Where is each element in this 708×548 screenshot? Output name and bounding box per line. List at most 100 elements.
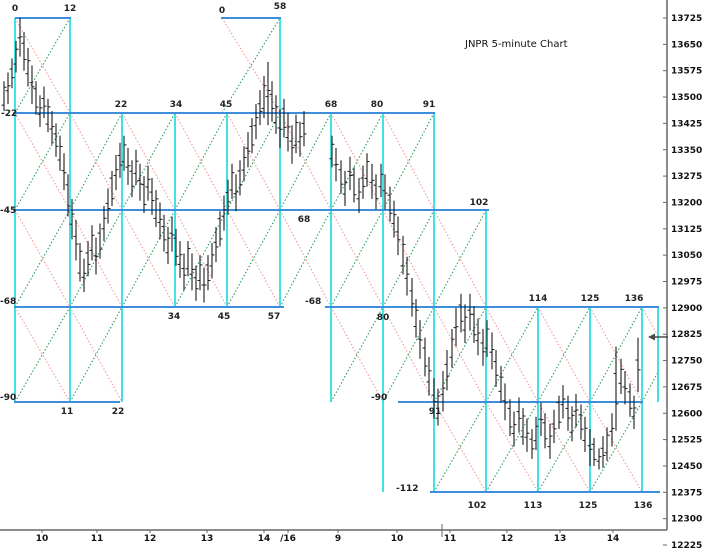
diagonal-down (14, 209, 71, 308)
price-tick-label: 12750 (671, 357, 702, 367)
diagonal-up (121, 112, 176, 211)
time-tick-label: 14 (607, 534, 620, 544)
price-tick-label: 13350 (671, 146, 702, 156)
gann-vertical-lines (14, 18, 659, 492)
diagonal-up (14, 306, 71, 403)
diagonal-down (433, 306, 487, 403)
diagonal-down (226, 209, 281, 308)
price-tick-label: 12450 (671, 462, 702, 472)
price-tick-label: 13275 (671, 172, 702, 182)
gann-count-label: 91 (429, 407, 442, 417)
diagonal-up (14, 17, 71, 114)
diagonal-down (221, 17, 281, 114)
price-tick-label: 13650 (671, 40, 702, 50)
diagonal-up (330, 209, 384, 308)
gann-count-label: -68 (305, 297, 321, 307)
gann-count-label: 0 (219, 6, 225, 16)
gann-horizontal-lines (13, 17, 660, 493)
gann-count-label: 58 (274, 2, 287, 12)
gann-count-label: 80 (377, 313, 390, 323)
price-tick-label: 12300 (671, 515, 702, 525)
gann-count-label: 102 (468, 501, 487, 511)
gann-count-label: -90 (371, 393, 387, 403)
diagonal-up (330, 112, 384, 211)
diagonal-up (221, 17, 281, 114)
price-tick-label: 12825 (671, 330, 702, 340)
gann-count-label: -68 (0, 297, 16, 307)
gann-count-label: 80 (371, 100, 384, 110)
gann-count-label: -45 (0, 206, 16, 216)
gann-count-label: -90 (0, 393, 16, 403)
gann-count-label: 125 (579, 501, 598, 511)
diagonal-down (382, 209, 435, 308)
time-tick-label: 10 (36, 534, 49, 544)
last-price-arrow-icon (648, 333, 668, 341)
gann-count-label: 22 (115, 100, 128, 110)
gann-count-label: 0 (12, 4, 18, 14)
diagonal-down (69, 209, 123, 308)
diagonal-up (226, 209, 281, 308)
gann-count-label: 113 (524, 501, 543, 511)
price-tick-label: 13050 (671, 251, 702, 261)
price-tick-label: 13425 (671, 119, 702, 129)
diagonal-up (14, 112, 71, 211)
diagonal-down (641, 306, 659, 337)
diagonal-up (226, 112, 281, 211)
ohlc-price-bars (1, 18, 641, 470)
time-tick-label: 11 (91, 534, 104, 544)
price-tick-label: 12525 (671, 436, 702, 446)
gann-count-labels: 0 12 0 58 -22 22 34 45 68 80 91 -45 68 102 -68 34 45 57 -6… (0, 2, 652, 511)
diagonal-up (641, 371, 659, 403)
gann-count-label: 11 (61, 407, 74, 417)
time-tick-label: 9 (335, 534, 341, 544)
gann-count-label: 22 (112, 407, 125, 417)
gann-count-label: 91 (423, 100, 436, 110)
diagonal-down (121, 112, 176, 211)
price-tick-label: 13200 (671, 198, 702, 208)
diagonal-up (69, 112, 123, 211)
time-tick-label: 14 (258, 534, 271, 544)
diagonal-up (485, 306, 539, 403)
diagonal-down (330, 306, 384, 403)
diagonal-down (589, 306, 643, 403)
gann-count-label: 136 (634, 501, 653, 511)
diagonal-up (14, 209, 71, 308)
diagonal-down (69, 112, 123, 211)
diagonal-up (537, 306, 591, 403)
diagonal-down (174, 209, 228, 308)
price-tick-label: 12225 (671, 541, 702, 548)
price-tick-label: 12600 (671, 409, 702, 419)
diagonal-down (485, 306, 539, 403)
gann-count-label: -112 (396, 484, 419, 494)
gann-count-label: 34 (168, 312, 181, 322)
diagonal-down (330, 112, 384, 211)
gann-count-label: 34 (170, 100, 183, 110)
axis-frame (0, 0, 668, 537)
time-tick-label: 12 (501, 534, 514, 544)
price-tick-label: 12375 (671, 488, 702, 498)
diagonal-up (174, 112, 228, 211)
diagonal-up (589, 306, 643, 403)
gann-count-label: 45 (220, 100, 233, 110)
price-tick-label: 12675 (671, 383, 702, 393)
time-tick-label: 12 (144, 534, 157, 544)
diagonal-down (382, 112, 435, 211)
gann-count-label: 102 (470, 198, 489, 208)
gann-count-label: 68 (325, 100, 338, 110)
diagonal-up (121, 209, 176, 308)
diagonal-up (433, 209, 487, 308)
gann-count-label: 136 (625, 294, 644, 304)
diagonal-up (382, 306, 435, 403)
diagonal-down (69, 306, 123, 403)
gann-count-label: 114 (529, 294, 548, 304)
gann-count-label: -22 (1, 109, 17, 119)
time-tick-label: 13 (201, 534, 214, 544)
diagonal-up (69, 306, 123, 403)
gann-diagonal-lines (14, 17, 659, 493)
time-tick-label: /16 (280, 534, 296, 544)
diagonal-down (174, 112, 228, 211)
price-tick-label: 12900 (671, 304, 702, 314)
price-axis-labels: 13725 13650 13575 13500 13425 13350 13275 13200… (663, 14, 702, 548)
